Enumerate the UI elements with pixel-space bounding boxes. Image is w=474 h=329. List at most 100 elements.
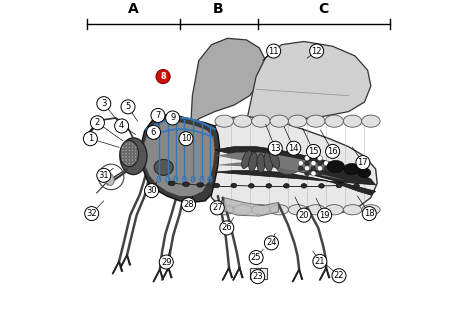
Ellipse shape [138,144,148,164]
Circle shape [165,111,180,125]
Circle shape [131,143,134,145]
Ellipse shape [242,150,252,168]
Text: 18: 18 [364,209,374,218]
Circle shape [267,44,281,58]
Ellipse shape [343,205,362,215]
Circle shape [298,161,303,166]
Ellipse shape [343,115,362,127]
Circle shape [125,146,128,149]
Text: 32: 32 [86,209,97,218]
Circle shape [307,144,320,159]
Polygon shape [246,41,371,125]
Circle shape [297,208,311,222]
Ellipse shape [358,168,371,178]
Circle shape [125,162,128,164]
Circle shape [122,149,124,152]
Text: 23: 23 [252,272,263,281]
Ellipse shape [276,157,300,175]
Ellipse shape [233,205,252,215]
Ellipse shape [336,183,342,188]
Circle shape [135,146,137,149]
Circle shape [85,207,99,220]
Polygon shape [143,121,215,196]
Circle shape [251,270,264,284]
Text: 29: 29 [161,258,172,266]
Circle shape [298,166,303,171]
Circle shape [220,221,234,235]
Ellipse shape [120,138,147,175]
Circle shape [128,146,130,149]
Ellipse shape [325,205,344,215]
Ellipse shape [270,150,280,168]
Ellipse shape [266,184,272,188]
Polygon shape [210,116,377,214]
Circle shape [332,269,346,283]
Ellipse shape [182,182,190,187]
Circle shape [115,119,128,133]
Text: C: C [318,2,328,16]
Polygon shape [140,115,219,202]
Circle shape [356,156,370,170]
Ellipse shape [215,115,234,127]
Ellipse shape [319,184,324,188]
Circle shape [305,171,310,176]
Polygon shape [223,198,278,216]
Circle shape [122,156,124,158]
Circle shape [210,201,224,215]
Text: 20: 20 [299,211,309,220]
Ellipse shape [252,205,270,215]
Text: 6: 6 [151,128,156,137]
Text: 1: 1 [88,134,93,143]
Circle shape [131,159,134,161]
Circle shape [311,166,316,171]
Circle shape [179,132,193,146]
Circle shape [125,159,128,161]
Ellipse shape [288,115,307,127]
Text: 31: 31 [99,171,109,180]
Circle shape [317,171,322,176]
Circle shape [128,162,130,164]
Text: 2: 2 [95,118,100,127]
Ellipse shape [301,184,307,188]
Ellipse shape [264,153,273,171]
Circle shape [125,149,128,152]
Circle shape [151,109,165,122]
Circle shape [287,141,301,155]
Ellipse shape [248,184,254,188]
Text: A: A [128,2,139,16]
Text: 7: 7 [155,111,161,120]
Text: 17: 17 [357,158,368,167]
Text: 24: 24 [266,239,277,247]
Ellipse shape [252,115,270,127]
Ellipse shape [288,205,307,215]
Circle shape [317,161,322,166]
Text: 16: 16 [327,147,338,156]
Circle shape [131,149,134,152]
Ellipse shape [325,115,344,127]
Circle shape [128,156,130,158]
Circle shape [146,125,161,139]
Ellipse shape [344,164,360,175]
Ellipse shape [307,205,325,215]
Circle shape [125,156,128,158]
Ellipse shape [283,184,289,188]
Circle shape [97,97,111,111]
Text: 28: 28 [183,200,194,209]
Text: 27: 27 [212,203,223,212]
Circle shape [305,156,310,161]
Ellipse shape [270,205,289,215]
Ellipse shape [154,160,173,175]
Text: 13: 13 [270,144,281,153]
Circle shape [311,161,316,166]
Circle shape [324,161,329,166]
Circle shape [135,156,137,158]
Circle shape [362,207,376,220]
Circle shape [122,159,124,161]
Ellipse shape [307,115,325,127]
Text: 25: 25 [251,253,261,262]
Circle shape [97,168,111,182]
Text: 5: 5 [126,102,131,111]
Circle shape [125,143,128,145]
Text: 3: 3 [101,99,107,108]
Text: 26: 26 [221,223,232,232]
